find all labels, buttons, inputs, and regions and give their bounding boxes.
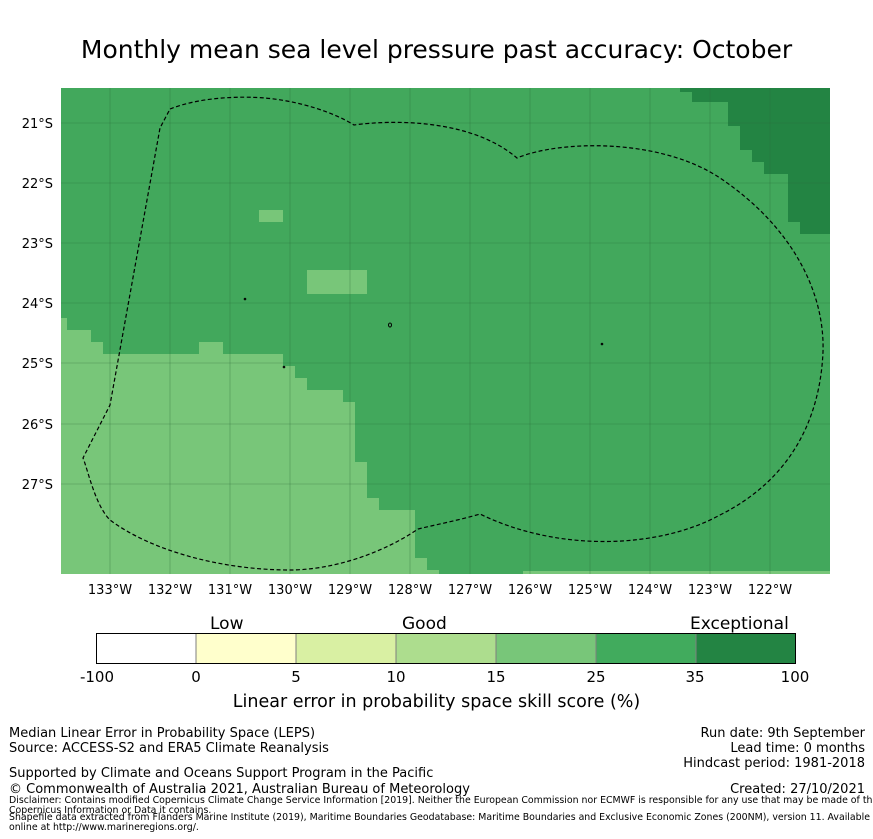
lon-tick: 127°W xyxy=(448,583,492,598)
lon-tick: 126°W xyxy=(508,583,552,598)
cell-exceptional xyxy=(680,88,830,234)
lat-tick: 27°S xyxy=(22,478,53,493)
lon-tick: 130°W xyxy=(268,583,312,598)
lon-tick: 123°W xyxy=(688,583,732,598)
created-date: Created: 27/10/2021 xyxy=(730,782,865,797)
run-date: Run date: 9th September xyxy=(700,726,865,741)
footer-disclaimer: Copernicus Information or Data it contai… xyxy=(9,805,212,816)
islands xyxy=(243,297,604,369)
lat-tick: 21°S xyxy=(22,117,53,132)
footer-shapefile: online at http://www.marineregions.org/. xyxy=(9,822,199,833)
footer-source: Source: ACCESS-S2 and ERA5 Climate Reana… xyxy=(9,741,329,756)
colorbar-segment xyxy=(196,633,296,664)
cell-moderate xyxy=(523,571,830,574)
lon-tick-labels: 133°W 132°W 131°W 130°W 129°W 128°W 127°… xyxy=(88,583,792,598)
footer-support: Supported by Climate and Oceans Support … xyxy=(9,766,434,781)
page-title: Monthly mean sea level pressure past acc… xyxy=(80,35,793,64)
colorbar-tick: 100 xyxy=(780,668,810,686)
colorbar-label: Linear error in probability space skill … xyxy=(232,692,641,712)
colorbar-segment xyxy=(296,633,396,664)
cell-moderate xyxy=(259,210,283,222)
lon-tick: 128°W xyxy=(388,583,432,598)
footer-method: Median Linear Error in Probability Space… xyxy=(9,726,316,741)
lon-tick: 132°W xyxy=(148,583,192,598)
cell-moderate xyxy=(61,318,439,574)
gridlines xyxy=(61,88,830,574)
cell-moderate xyxy=(307,270,367,294)
lat-tick: 23°S xyxy=(22,237,53,252)
colorbar-tick: 35 xyxy=(685,668,705,686)
eez-boundary xyxy=(82,96,824,571)
lon-tick: 125°W xyxy=(568,583,612,598)
legend-category-low: Low xyxy=(210,614,244,634)
lon-tick: 129°W xyxy=(328,583,372,598)
skill-map: 21°S 22°S 23°S 24°S 25°S 26°S 27°S 133°W… xyxy=(22,88,830,598)
colorbar-tick: 15 xyxy=(486,668,506,686)
lat-tick: 26°S xyxy=(22,418,53,433)
lon-tick: 133°W xyxy=(88,583,132,598)
colorbar-segment xyxy=(396,633,496,664)
map-field xyxy=(61,88,830,574)
lat-tick: 22°S xyxy=(22,177,53,192)
colorbar-tick: 25 xyxy=(586,668,606,686)
lat-tick: 25°S xyxy=(22,357,53,372)
lon-tick: 122°W xyxy=(748,583,792,598)
legend-category-good: Good xyxy=(402,614,447,634)
colorbar-segment xyxy=(496,633,596,664)
colorbar-tick: 0 xyxy=(191,668,201,686)
legend-category-exceptional: Exceptional xyxy=(690,614,789,634)
lead-time: Lead time: 0 months xyxy=(730,741,865,756)
colorbar-tick: -100 xyxy=(79,668,115,686)
colorbar-segment xyxy=(96,633,196,664)
lon-tick: 124°W xyxy=(628,583,672,598)
colorbar-segment xyxy=(596,633,696,664)
colorbar-tick: 10 xyxy=(386,668,406,686)
colorbar xyxy=(96,633,796,664)
lat-tick-labels: 21°S 22°S 23°S 24°S 25°S 26°S 27°S xyxy=(22,117,53,493)
footer-copyright: © Commonwealth of Australia 2021, Austra… xyxy=(9,782,470,797)
footer-disclaimer: Disclaimer: Contains modified Copernicus… xyxy=(9,795,873,806)
colorbar-segment xyxy=(696,633,795,664)
lat-tick: 24°S xyxy=(22,297,53,312)
hindcast-period: Hindcast period: 1981-2018 xyxy=(683,756,865,771)
footer-shapefile: Shapefile data extracted from Flanders M… xyxy=(9,812,870,823)
lon-tick: 131°W xyxy=(208,583,252,598)
colorbar-tick: 5 xyxy=(291,668,301,686)
